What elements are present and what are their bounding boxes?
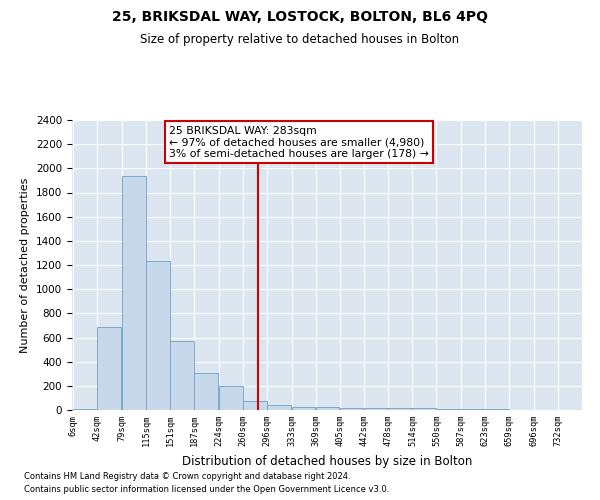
Bar (170, 341, 194, 410)
Bar (316, 408, 340, 410)
Bar (292, 406, 316, 410)
Bar (340, 408, 364, 410)
Bar (388, 408, 412, 410)
Bar (122, 176, 146, 410)
Text: Contains HM Land Registry data © Crown copyright and database right 2024.: Contains HM Land Registry data © Crown c… (24, 472, 350, 481)
Bar (243, 401, 266, 410)
Bar (436, 409, 460, 410)
Bar (412, 408, 436, 410)
X-axis label: Distribution of detached houses by size in Bolton: Distribution of detached houses by size … (182, 454, 472, 468)
Bar (364, 408, 388, 410)
Text: 25, BRIKSDAL WAY, LOSTOCK, BOLTON, BL6 4PQ: 25, BRIKSDAL WAY, LOSTOCK, BOLTON, BL6 4… (112, 10, 488, 24)
Bar (267, 405, 290, 410)
Bar (73, 409, 97, 410)
Text: Contains public sector information licensed under the Open Government Licence v3: Contains public sector information licen… (24, 485, 389, 494)
Bar (97, 326, 121, 410)
Text: Size of property relative to detached houses in Bolton: Size of property relative to detached ho… (140, 32, 460, 46)
Y-axis label: Number of detached properties: Number of detached properties (20, 178, 31, 352)
Text: 25 BRIKSDAL WAY: 283sqm
← 97% of detached houses are smaller (4,980)
3% of semi-: 25 BRIKSDAL WAY: 283sqm ← 97% of detache… (169, 126, 429, 159)
Bar (219, 386, 242, 410)
Bar (146, 262, 170, 410)
Bar (194, 373, 218, 410)
